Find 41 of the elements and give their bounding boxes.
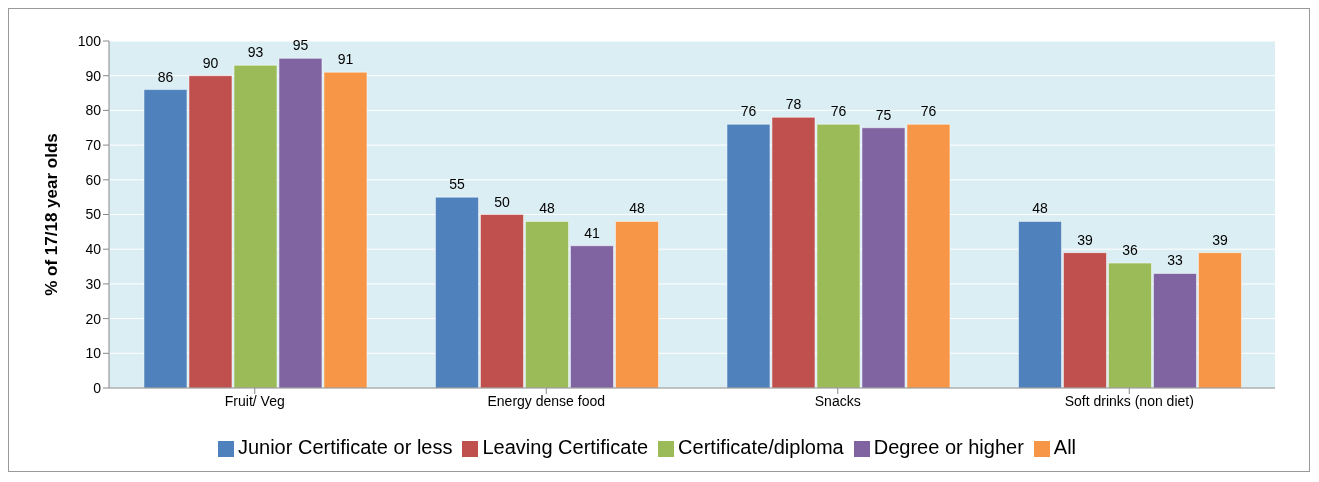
data-label: 39 — [1077, 231, 1093, 248]
data-label: 76 — [830, 103, 847, 120]
data-label: 48 — [629, 200, 645, 217]
data-label: 50 — [494, 193, 510, 210]
data-label: 91 — [337, 51, 354, 68]
data-label: 76 — [740, 103, 757, 120]
y-tick-label: 30 — [85, 275, 102, 292]
x-tick-label: Soft drinks (non diet) — [1064, 392, 1194, 409]
y-tick-label: 10 — [85, 345, 102, 362]
data-label: 48 — [1032, 200, 1048, 217]
y-tick-label: 70 — [85, 137, 102, 154]
data-label: 33 — [1167, 252, 1183, 269]
legend-label: All — [1053, 436, 1077, 458]
data-label: 55 — [449, 176, 465, 193]
data-label: 95 — [292, 37, 309, 54]
data-label: 75 — [875, 106, 892, 123]
x-tick-label: Fruit/ Veg — [224, 392, 285, 409]
y-tick-label: 60 — [85, 171, 102, 188]
data-label: 90 — [202, 54, 219, 71]
legend-label: Degree or higher — [873, 436, 1024, 458]
legend-label: Certificate/diploma — [678, 436, 844, 458]
y-tick-label: 40 — [85, 241, 102, 258]
data-label: 86 — [157, 68, 174, 85]
y-tick-label: 50 — [85, 206, 102, 223]
y-tick-label: 0 — [93, 379, 102, 396]
data-label: 48 — [539, 200, 555, 217]
y-tick-label: 80 — [85, 102, 102, 119]
x-tick-label: Snacks — [814, 392, 861, 409]
data-label: 78 — [785, 96, 802, 113]
y-tick-label: 100 — [77, 32, 102, 49]
data-label: 36 — [1122, 242, 1138, 259]
data-label: 93 — [247, 44, 264, 61]
legend-label: Leaving Certificate — [482, 436, 649, 458]
y-tick-label: 90 — [85, 67, 102, 84]
y-tick-label: 20 — [85, 310, 102, 327]
data-label: 39 — [1212, 231, 1228, 248]
data-label: 41 — [584, 224, 600, 241]
x-tick-label: Energy dense food — [487, 392, 606, 409]
legend-label: Junior Certificate or less — [237, 436, 453, 458]
y-axis-title: % of 17/18 year olds — [42, 133, 62, 296]
data-label: 76 — [920, 103, 937, 120]
